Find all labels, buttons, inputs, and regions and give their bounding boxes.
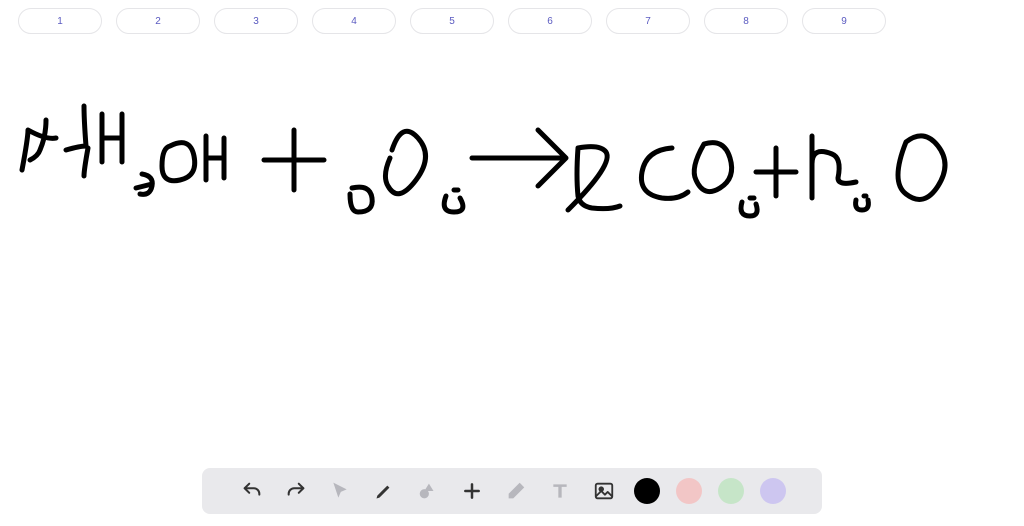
plus-icon: [462, 481, 482, 501]
eraser-icon: [505, 480, 527, 502]
undo-icon: [241, 480, 263, 502]
page-tab-label: 4: [351, 16, 357, 27]
add-button[interactable]: [458, 477, 486, 505]
page-tab-label: 5: [449, 16, 455, 27]
redo-icon: [285, 480, 307, 502]
color-black[interactable]: [634, 478, 660, 504]
page-tab-3[interactable]: 3: [214, 8, 298, 34]
color-pink[interactable]: [676, 478, 702, 504]
redo-button[interactable]: [282, 477, 310, 505]
page-tab-label: 2: [155, 16, 161, 27]
page-tab-label: 3: [253, 16, 259, 27]
shapes-button[interactable]: [414, 477, 442, 505]
page-tab-9[interactable]: 9: [802, 8, 886, 34]
page-tab-label: 7: [645, 16, 651, 27]
page-tab-8[interactable]: 8: [704, 8, 788, 34]
page-tab-6[interactable]: 6: [508, 8, 592, 34]
pencil-button[interactable]: [370, 477, 398, 505]
pointer-button[interactable]: [326, 477, 354, 505]
page-tabs: 1 2 3 4 5 6 7 8 9: [0, 0, 1024, 34]
image-button[interactable]: [590, 477, 618, 505]
whiteboard-canvas[interactable]: [0, 40, 1024, 466]
toolbar: [202, 468, 822, 514]
page-tab-4[interactable]: 4: [312, 8, 396, 34]
page-tab-1[interactable]: 1: [18, 8, 102, 34]
pencil-icon: [374, 481, 394, 501]
color-purple[interactable]: [760, 478, 786, 504]
page-tab-label: 8: [743, 16, 749, 27]
page-tab-label: 9: [841, 16, 847, 27]
pointer-icon: [330, 481, 350, 501]
page-tab-label: 6: [547, 16, 553, 27]
page-tab-7[interactable]: 7: [606, 8, 690, 34]
ink-layer: [0, 40, 1024, 466]
shapes-icon: [417, 480, 439, 502]
page-tab-label: 1: [57, 16, 63, 27]
color-green[interactable]: [718, 478, 744, 504]
page-tab-2[interactable]: 2: [116, 8, 200, 34]
undo-button[interactable]: [238, 477, 266, 505]
eraser-button[interactable]: [502, 477, 530, 505]
text-icon: [550, 481, 570, 501]
image-icon: [593, 480, 615, 502]
text-button[interactable]: [546, 477, 574, 505]
page-tab-5[interactable]: 5: [410, 8, 494, 34]
